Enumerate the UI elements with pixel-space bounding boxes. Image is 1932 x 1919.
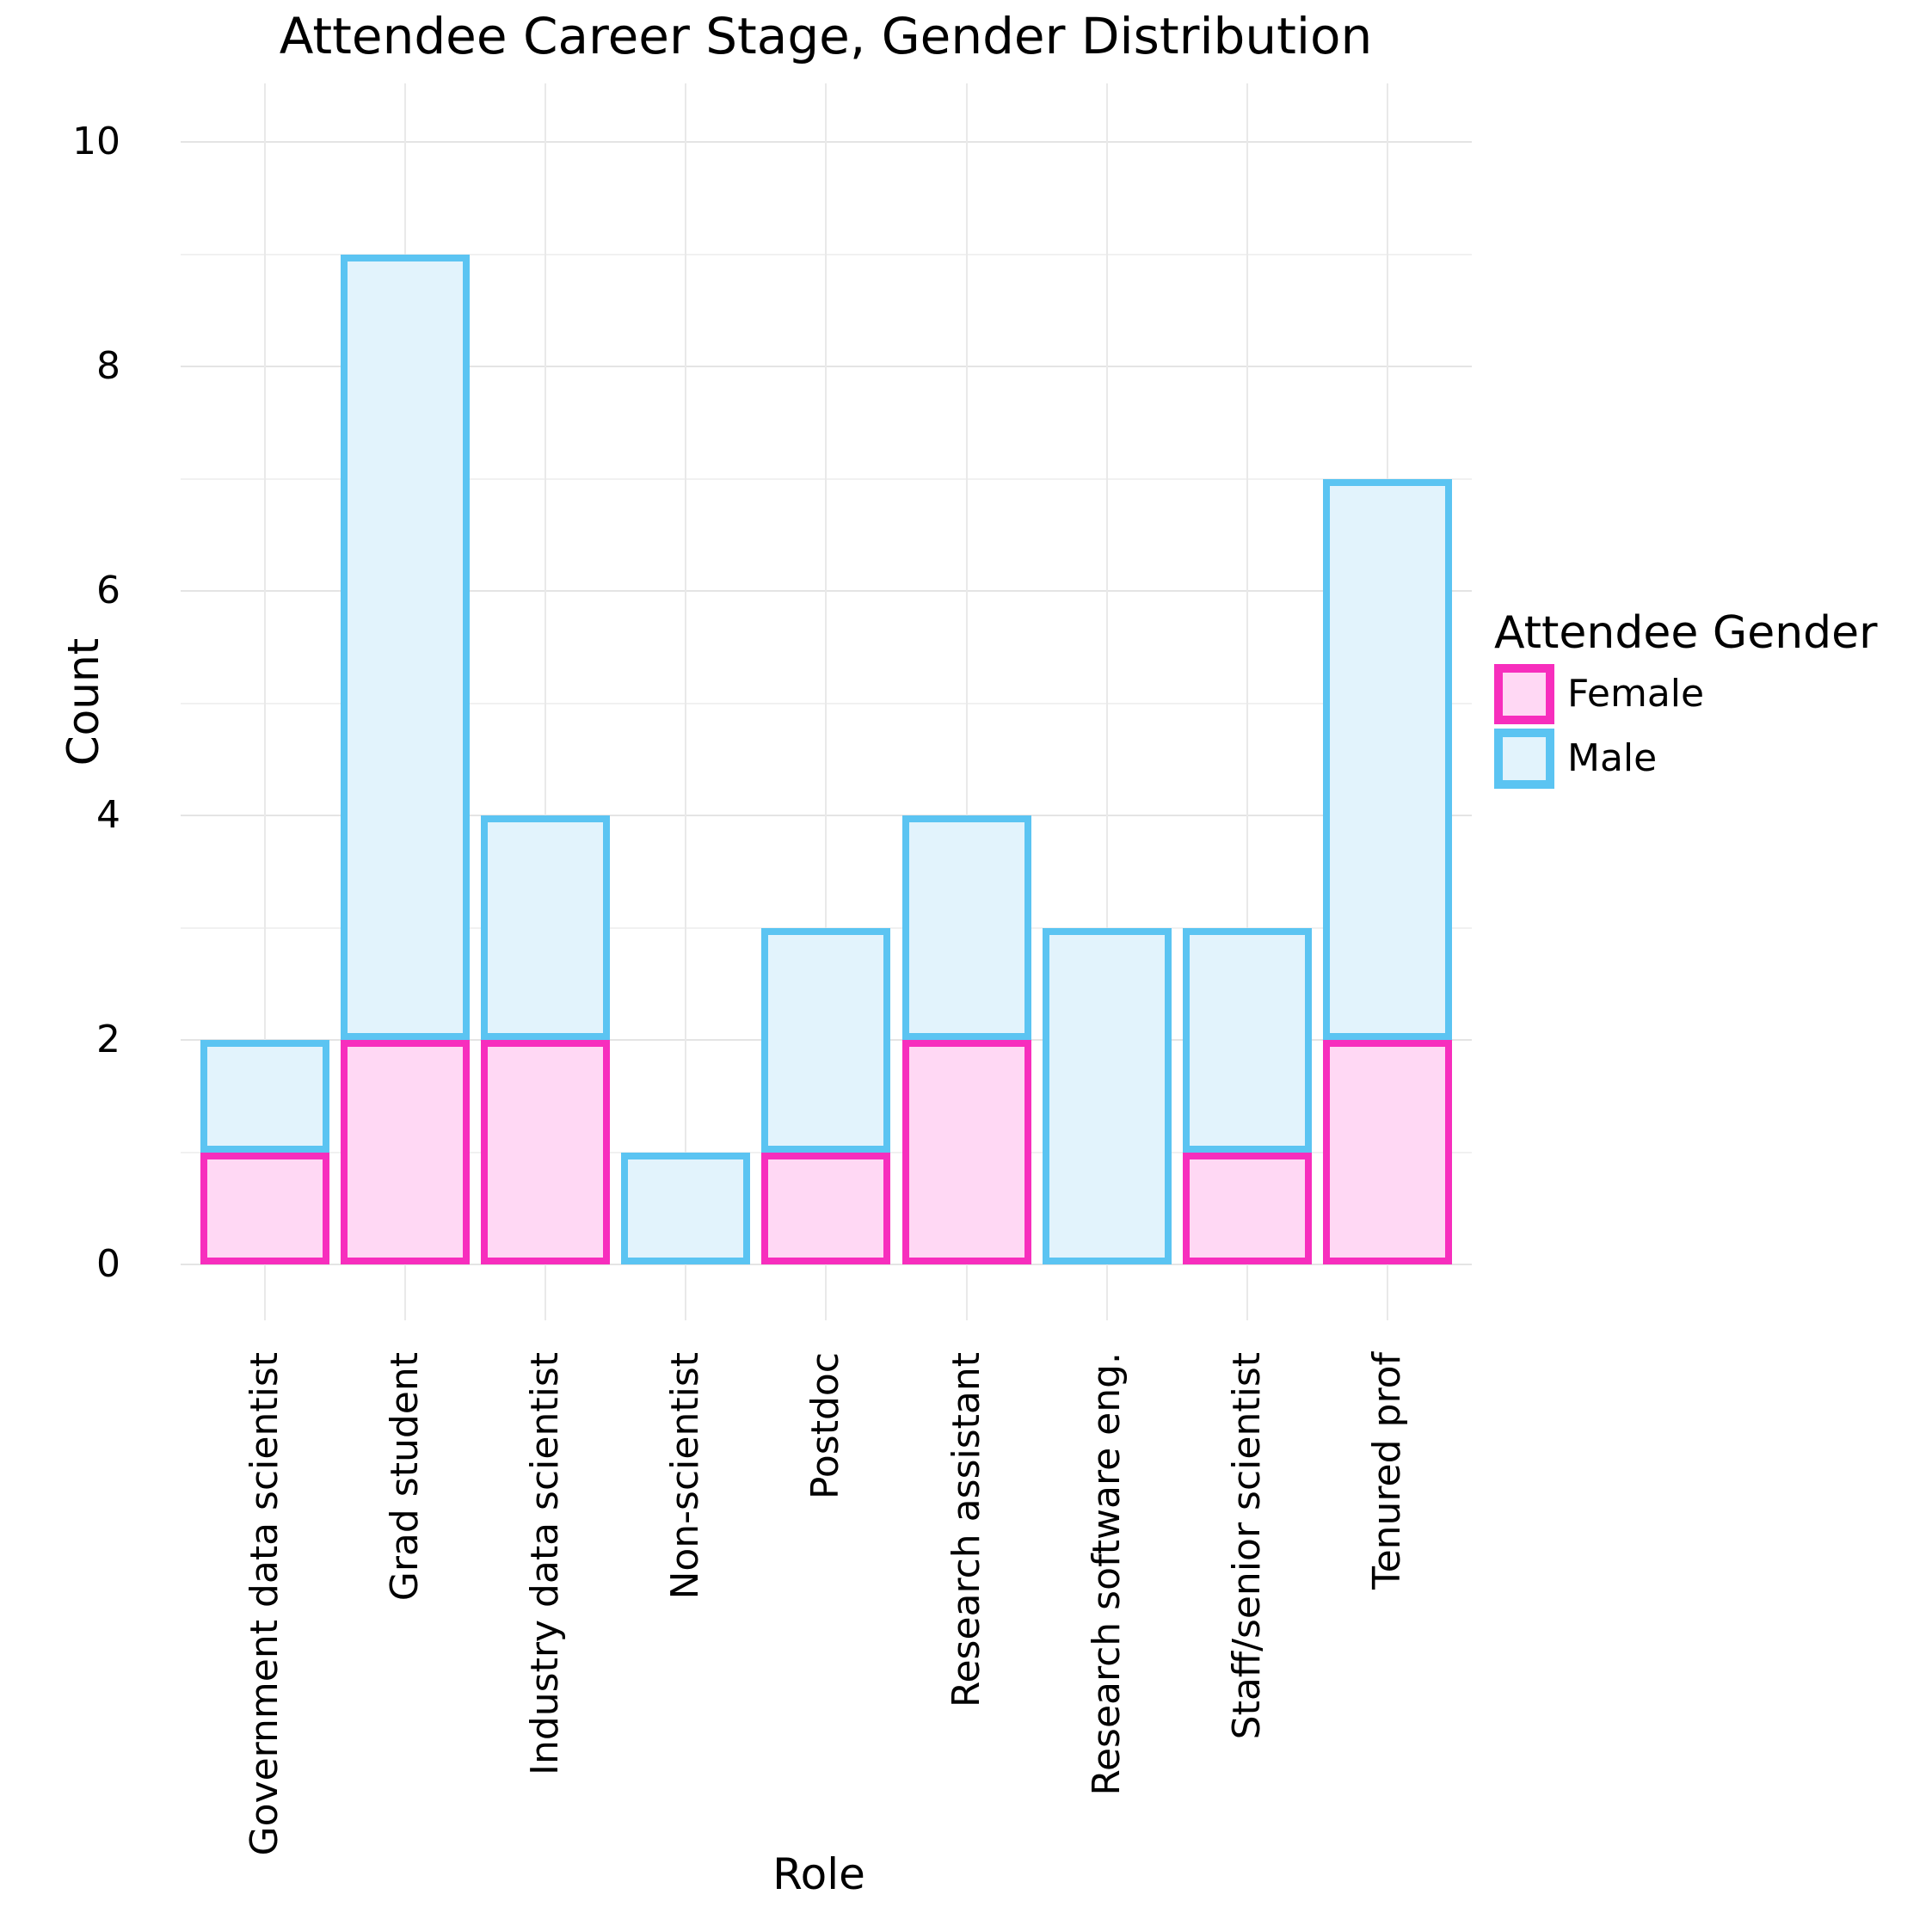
- x-tick-label: Non-scientist: [663, 1352, 708, 1600]
- y-tick-label: 2: [96, 1018, 120, 1061]
- y-axis-title: Count: [58, 637, 108, 766]
- x-tick-label: Research software eng.: [1084, 1352, 1129, 1796]
- bar-segment-male-4: [621, 1152, 751, 1264]
- bar-segment-female-9: [1322, 1040, 1452, 1264]
- y-tick-label: 8: [96, 344, 120, 388]
- bar-segment-female-6: [901, 1040, 1031, 1264]
- legend-title: Attendee Gender: [1494, 607, 1878, 659]
- category-gridline: [1105, 83, 1108, 1320]
- category-gridline: [825, 83, 828, 1320]
- category-gridline: [264, 83, 266, 1320]
- bar-segment-male-6: [901, 815, 1031, 1040]
- bar-segment-female-1: [200, 1152, 329, 1264]
- bar-segment-male-3: [481, 815, 611, 1040]
- category-gridline: [1246, 83, 1248, 1320]
- bar-segment-male-1: [200, 1040, 329, 1153]
- x-tick-label: Research assistant: [944, 1352, 988, 1708]
- x-tick-label: Staff/senior scientist: [1224, 1352, 1269, 1740]
- legend-label-female: Female: [1567, 672, 1705, 716]
- x-tick-label: Tenured prof: [1364, 1352, 1409, 1590]
- bar-segment-female-8: [1182, 1152, 1312, 1264]
- y-tick-label: 0: [96, 1242, 120, 1286]
- bar-segment-male-7: [1042, 927, 1172, 1264]
- x-axis-title: Role: [772, 1849, 865, 1899]
- legend-swatch-male: [1494, 729, 1554, 789]
- bar-segment-male-8: [1182, 927, 1312, 1153]
- category-gridline: [685, 83, 687, 1320]
- y-tick-label: 4: [96, 793, 120, 837]
- bar-segment-male-5: [761, 927, 891, 1153]
- x-tick-label: Postdoc: [803, 1352, 848, 1500]
- x-tick-label: Industry data scientist: [523, 1352, 568, 1776]
- x-tick-label: Grad student: [383, 1352, 428, 1602]
- bar-segment-male-2: [341, 254, 471, 1040]
- category-gridline: [545, 83, 547, 1320]
- bar-segment-female-2: [341, 1040, 471, 1264]
- bar-segment-female-5: [761, 1152, 891, 1264]
- x-tick-label: Government data scientist: [243, 1352, 286, 1856]
- legend-label-male: Male: [1567, 736, 1658, 780]
- bar-segment-female-3: [481, 1040, 611, 1264]
- y-tick-label: 6: [96, 569, 120, 612]
- chart-title: Attendee Career Stage, Gender Distributi…: [279, 7, 1373, 65]
- legend-swatch-female: [1494, 664, 1554, 724]
- bar-segment-male-9: [1322, 478, 1452, 1040]
- y-tick-label: 10: [72, 120, 120, 163]
- category-gridline: [965, 83, 968, 1320]
